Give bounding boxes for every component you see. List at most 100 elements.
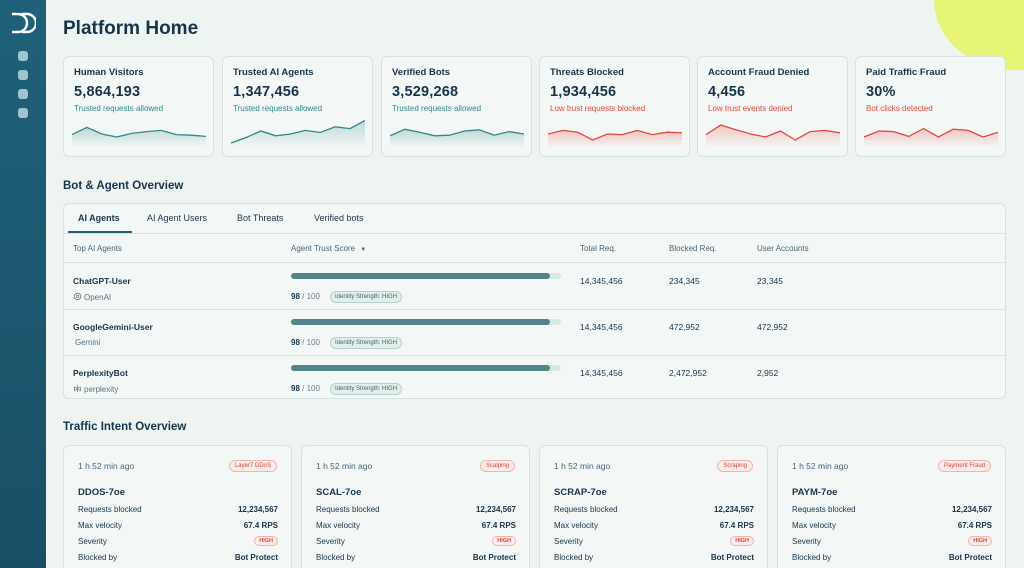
overview-tabs: AI Agents AI Agent Users Bot Threats Ver…	[64, 204, 1005, 234]
active-tab-indicator	[68, 231, 132, 233]
trust-score-bar	[291, 365, 561, 371]
agent-name[interactable]: PerplexityBot	[73, 368, 128, 378]
sparkline-area	[706, 125, 840, 148]
identity-strength-badge: Identity Strength: HIGH	[330, 337, 403, 349]
metric-label: Threats Blocked	[550, 67, 624, 78]
intent-name[interactable]: DDOS-7oe	[78, 487, 125, 498]
max-velocity-row: Max velocity 67.4 RPS	[792, 521, 992, 530]
sparkline-line	[548, 129, 682, 141]
trust-score: 98 / 100	[291, 292, 320, 301]
agent-vendor: Gemini	[73, 338, 100, 347]
overview-title: Bot & Agent Overview	[63, 180, 184, 192]
tab-verified-bots[interactable]: Verified bots	[314, 213, 364, 223]
requests-blocked-row: Requests blocked 12,234,567	[78, 505, 278, 514]
vendor-label: perplexity	[84, 385, 119, 394]
metric-card[interactable]: Verified Bots 3,529,268 Trusted requests a…	[381, 56, 532, 157]
sparkline-area	[390, 129, 524, 148]
sparkline-line	[72, 126, 206, 138]
metric-label: Trusted AI Agents	[233, 67, 314, 78]
metric-value: 5,864,193	[74, 84, 141, 100]
metric-subtext: Trusted requests allowed	[74, 104, 164, 113]
col-agent-trust-score[interactable]: Agent Trust Score ▼	[291, 244, 367, 253]
severity-row: Severity HIGH	[792, 536, 992, 549]
metric-value: 4,456	[708, 84, 746, 100]
trust-score-bar	[291, 319, 561, 325]
intent-name[interactable]: PAYM-7oe	[792, 487, 838, 498]
severity-row: Severity HIGH	[554, 536, 754, 549]
sparkline-chart	[864, 127, 998, 148]
bot-agent-overview-panel: AI Agents AI Agent Users Bot Threats Ver…	[63, 203, 1006, 399]
col-user-accounts: User Accounts	[757, 244, 809, 253]
intent-timestamp: 1 h 52 min ago	[554, 461, 611, 471]
intent-card[interactable]: 1 h 52 min ago Layer7 DDoS DDOS-7oe Request…	[63, 445, 292, 568]
requests-blocked-row: Requests blocked 12,234,567	[792, 505, 992, 514]
sidebar	[0, 0, 46, 568]
metric-value: 1,934,456	[550, 84, 617, 100]
severity-badge: HIGH	[968, 536, 992, 546]
sparkline-chart	[390, 128, 524, 148]
intent-name[interactable]: SCAL-7oe	[316, 487, 362, 498]
user-accounts: 2,952	[757, 368, 779, 378]
metric-card[interactable]: Trusted AI Agents 1,347,456 Trusted reques…	[222, 56, 373, 157]
nav-item-3[interactable]	[18, 89, 28, 99]
tab-ai-agents[interactable]: AI Agents	[78, 213, 120, 223]
openai-icon	[73, 292, 82, 303]
metric-label: Human Visitors	[74, 67, 144, 78]
divider	[64, 309, 1005, 310]
sparkline-line	[706, 124, 840, 141]
intent-name[interactable]: SCRAP-7oe	[554, 487, 607, 498]
col-blocked-req: Blocked Req.	[669, 244, 717, 253]
metric-card[interactable]: Human Visitors 5,864,193 Trusted requests …	[63, 56, 214, 157]
blocked-by-row: Blocked by Bot Protect	[554, 553, 754, 562]
sparkline-line	[864, 127, 998, 138]
max-velocity-row: Max velocity 67.4 RPS	[78, 521, 278, 530]
tab-bot-threats[interactable]: Bot Threats	[237, 213, 284, 223]
tab-ai-agent-users[interactable]: AI Agent Users	[147, 213, 208, 223]
nav-item-1[interactable]	[18, 51, 28, 61]
sparkline-chart	[72, 126, 206, 148]
metric-subtext: Low trust requests blocked	[550, 104, 646, 113]
blocked-by-row: Blocked by Bot Protect	[78, 553, 278, 562]
metric-value: 1,347,456	[233, 84, 300, 100]
requests-blocked-row: Requests blocked 12,234,567	[554, 505, 754, 514]
metric-card[interactable]: Threats Blocked 1,934,456 Low trust reques…	[539, 56, 690, 157]
col-total-req: Total Req.	[580, 244, 617, 253]
metric-label: Verified Bots	[392, 67, 451, 78]
divider	[64, 262, 1005, 263]
metric-value: 3,529,268	[392, 84, 459, 100]
intent-type-badge: Scraping	[717, 460, 753, 472]
intent-timestamp: 1 h 52 min ago	[78, 461, 135, 471]
severity-badge: HIGH	[492, 536, 516, 546]
intent-card[interactable]: 1 h 52 min ago Scalping SCAL-7oe Requests b…	[301, 445, 530, 568]
sparkline-chart	[548, 129, 682, 148]
max-velocity-row: Max velocity 67.4 RPS	[316, 521, 516, 530]
intent-type-badge: Payment Fraud	[937, 460, 991, 472]
sparkline-chart	[706, 124, 840, 148]
metric-card[interactable]: Paid Traffic Fraud 30% Bot clicks detected	[855, 56, 1006, 157]
metric-value: 30%	[866, 84, 896, 100]
total-requests: 14,345,456	[580, 276, 623, 286]
metric-card[interactable]: Account Fraud Denied 4,456 Low trust event…	[697, 56, 848, 157]
intent-card[interactable]: 1 h 52 min ago Payment Fraud PAYM-7oe Reque…	[777, 445, 1006, 568]
metric-subtext: Bot clicks detected	[866, 104, 933, 113]
agent-name[interactable]: ChatGPT-User	[73, 276, 131, 286]
total-requests: 14,345,456	[580, 322, 623, 332]
trust-score-fill	[291, 273, 551, 279]
intent-type-badge: Scalping	[479, 460, 515, 472]
blocked-requests: 2,472,952	[669, 368, 707, 378]
metric-subtext: Trusted requests allowed	[233, 104, 323, 113]
logo-icon[interactable]	[10, 12, 36, 34]
severity-row: Severity HIGH	[78, 536, 278, 549]
intent-card[interactable]: 1 h 52 min ago Scraping SCRAP-7oe Requests …	[539, 445, 768, 568]
blocked-requests: 472,952	[669, 322, 700, 332]
divider	[64, 355, 1005, 356]
trust-score-bar	[291, 273, 561, 279]
nav-item-4[interactable]	[18, 108, 28, 118]
agent-name[interactable]: GoogleGemini-User	[73, 322, 153, 332]
sparkline-area	[231, 120, 365, 148]
main-content: Platform Home Human Visitors 5,864,193 Tru…	[63, 0, 1007, 568]
blocked-by-row: Blocked by Bot Protect	[792, 553, 992, 562]
nav-item-2[interactable]	[18, 70, 28, 80]
identity-strength-badge: Identity Strength: HIGH	[330, 291, 403, 303]
sort-caret-icon[interactable]: ▼	[360, 247, 367, 253]
